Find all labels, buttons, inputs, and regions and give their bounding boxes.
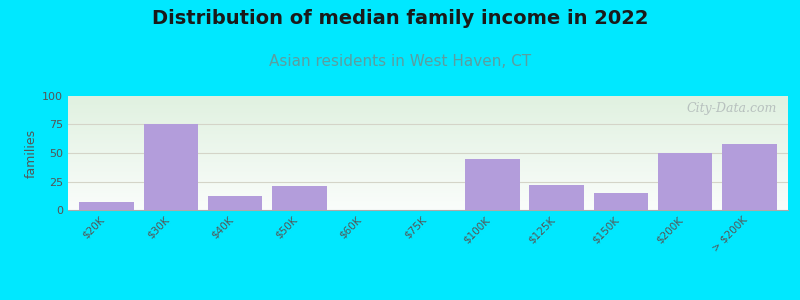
Bar <box>658 153 713 210</box>
Text: City-Data.com: City-Data.com <box>687 102 778 115</box>
Bar <box>79 202 134 210</box>
Bar <box>208 196 262 210</box>
Text: Distribution of median family income in 2022: Distribution of median family income in … <box>152 9 648 28</box>
Bar <box>594 193 648 210</box>
Bar <box>272 186 326 210</box>
Bar <box>143 124 198 210</box>
Bar <box>722 144 777 210</box>
Text: Asian residents in West Haven, CT: Asian residents in West Haven, CT <box>269 54 531 69</box>
Y-axis label: families: families <box>25 128 38 178</box>
Bar <box>465 159 520 210</box>
Bar <box>530 185 584 210</box>
